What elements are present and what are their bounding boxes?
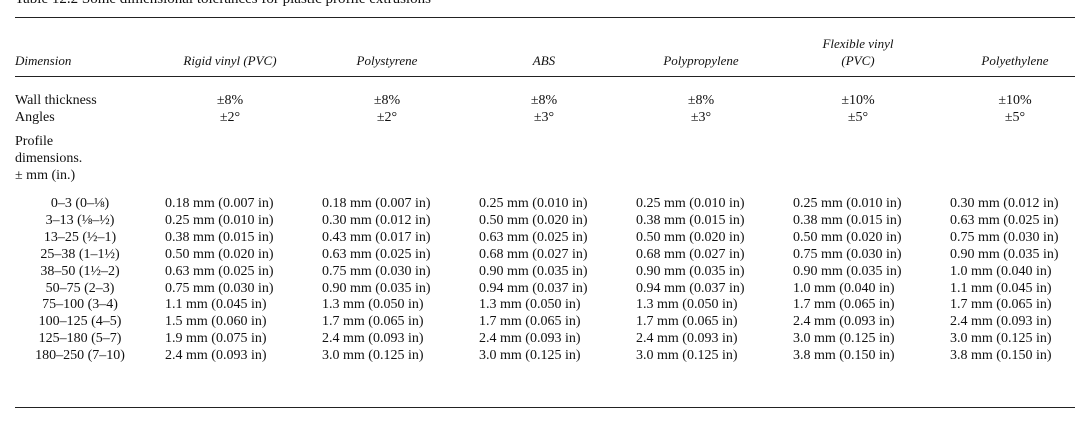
row-label: 3–13 (⅛–½) bbox=[45, 212, 115, 228]
table-cell: 3.8 mm (0.150 in) bbox=[793, 348, 895, 364]
row-label: 75–100 (3–4) bbox=[42, 297, 118, 313]
table-cell: 3.0 mm (0.125 in) bbox=[636, 348, 738, 364]
table-cell: 0.25 mm (0.010 in) bbox=[793, 196, 902, 211]
table-cell: ±10% bbox=[998, 93, 1032, 108]
table-cell: 0.50 mm (0.020 in) bbox=[479, 212, 588, 228]
table-cell: 0.38 mm (0.015 in) bbox=[165, 229, 274, 245]
header-cell: Polyethylene bbox=[981, 53, 1049, 68]
table-cell: 0.90 mm (0.035 in) bbox=[479, 263, 588, 279]
row-label: 25–38 (1–1½) bbox=[40, 246, 120, 262]
table-cell: 0.38 mm (0.015 in) bbox=[793, 212, 902, 228]
table-cell: 2.4 mm (0.093 in) bbox=[165, 348, 267, 364]
table-cell: 0.90 mm (0.035 in) bbox=[793, 263, 902, 279]
table-cell: 0.90 mm (0.035 in) bbox=[636, 263, 745, 279]
table-cell: 2.4 mm (0.093 in) bbox=[322, 331, 424, 347]
table-cell: 1.1 mm (0.045 in) bbox=[950, 280, 1052, 296]
table-cell: 1.9 mm (0.075 in) bbox=[165, 331, 267, 347]
table-cell: 0.43 mm (0.017 in) bbox=[322, 229, 431, 245]
table-cell: 0.50 mm (0.020 in) bbox=[165, 246, 274, 262]
bottom-rule bbox=[15, 407, 1075, 408]
table-cell: 1.3 mm (0.050 in) bbox=[322, 297, 424, 313]
table-cell: 3.8 mm (0.150 in) bbox=[950, 348, 1052, 364]
table-cell: 1.3 mm (0.050 in) bbox=[636, 297, 738, 313]
row-label: Wall thickness bbox=[15, 93, 97, 108]
row-label: 38–50 (1½–2) bbox=[40, 263, 120, 279]
header-cell: Polystyrene bbox=[356, 53, 418, 68]
table-cell: 0.94 mm (0.037 in) bbox=[479, 280, 588, 296]
header-cell: Dimension bbox=[15, 53, 72, 68]
table-cell: 1.7 mm (0.065 in) bbox=[793, 297, 895, 313]
table-cell: 3.0 mm (0.125 in) bbox=[793, 331, 895, 347]
table-cell: ±8% bbox=[687, 93, 715, 108]
table-cell: 0.30 mm (0.012 in) bbox=[950, 196, 1059, 211]
table-cell: 2.4 mm (0.093 in) bbox=[950, 314, 1052, 330]
table-cell: 0.25 mm (0.010 in) bbox=[479, 196, 588, 211]
table-cell: 3.0 mm (0.125 in) bbox=[322, 348, 424, 364]
table-cell: 0.50 mm (0.020 in) bbox=[793, 229, 902, 245]
table-cell: ±10% bbox=[841, 93, 875, 108]
section-label: Profile dimensions. ± mm (in.) bbox=[15, 134, 83, 183]
table-cell: 0.75 mm (0.030 in) bbox=[165, 280, 274, 296]
table-cell: 3.0 mm (0.125 in) bbox=[479, 348, 581, 364]
table-cell: 0.94 mm (0.037 in) bbox=[636, 280, 745, 296]
table-cell: 1.7 mm (0.065 in) bbox=[479, 314, 581, 330]
header-cell: Polypropylene bbox=[663, 53, 739, 68]
table-cell: 1.7 mm (0.065 in) bbox=[636, 314, 738, 330]
table-cell: 1.7 mm (0.065 in) bbox=[950, 297, 1052, 313]
table-cell: 1.5 mm (0.060 in) bbox=[165, 314, 267, 330]
table-cell: ±5° bbox=[1004, 110, 1026, 125]
header-cell: Flexible vinyl (PVC) bbox=[822, 36, 894, 68]
table-cell: 0.75 mm (0.030 in) bbox=[322, 263, 431, 279]
row-label: Angles bbox=[15, 110, 55, 125]
top-rule bbox=[15, 17, 1075, 18]
table-cell: 0.63 mm (0.025 in) bbox=[165, 263, 274, 279]
table-cell: 1.0 mm (0.040 in) bbox=[793, 280, 895, 296]
table-cell: 0.30 mm (0.012 in) bbox=[322, 212, 431, 228]
header-cell: ABS bbox=[532, 53, 556, 68]
header-cell: Rigid vinyl (PVC) bbox=[183, 53, 277, 68]
table-cell: ±2° bbox=[219, 110, 241, 125]
table-cell: 0.18 mm (0.007 in) bbox=[165, 196, 274, 211]
table-cell: ±2° bbox=[376, 110, 398, 125]
table-cell: 2.4 mm (0.093 in) bbox=[636, 331, 738, 347]
table-cell: 0.25 mm (0.010 in) bbox=[636, 196, 745, 211]
row-label: 180–250 (7–10) bbox=[35, 348, 125, 364]
table-cell: ±3° bbox=[533, 110, 555, 125]
table-cell: 0.68 mm (0.027 in) bbox=[636, 246, 745, 262]
table-cell: 0.18 mm (0.007 in) bbox=[322, 196, 431, 211]
table-cell: 0.50 mm (0.020 in) bbox=[636, 229, 745, 245]
header-rule bbox=[15, 76, 1075, 77]
table-cell: 0.63 mm (0.025 in) bbox=[950, 212, 1059, 228]
table-cell: 1.0 mm (0.040 in) bbox=[950, 263, 1052, 279]
table-cell: 0.38 mm (0.015 in) bbox=[636, 212, 745, 228]
table-cell: 1.1 mm (0.045 in) bbox=[165, 297, 267, 313]
row-label: 125–180 (5–7) bbox=[38, 331, 122, 347]
row-label: 13–25 (½–1) bbox=[43, 229, 117, 245]
table-cell: 0.25 mm (0.010 in) bbox=[165, 212, 274, 228]
table-cell: 0.68 mm (0.027 in) bbox=[479, 246, 588, 262]
table-title: Table 12.2 Some dimensional tolerances f… bbox=[15, 0, 431, 8]
table-cell: 0.75 mm (0.030 in) bbox=[950, 229, 1059, 245]
table-cell: 3.0 mm (0.125 in) bbox=[950, 331, 1052, 347]
table-cell: 2.4 mm (0.093 in) bbox=[479, 331, 581, 347]
table-cell: 0.90 mm (0.035 in) bbox=[322, 280, 431, 296]
table-cell: ±8% bbox=[530, 93, 558, 108]
table-cell: 1.7 mm (0.065 in) bbox=[322, 314, 424, 330]
table-cell: 0.90 mm (0.035 in) bbox=[950, 246, 1059, 262]
table-cell: ±8% bbox=[373, 93, 401, 108]
table-cell: ±3° bbox=[690, 110, 712, 125]
table-cell: 0.63 mm (0.025 in) bbox=[479, 229, 588, 245]
row-label: 0–3 (0–⅛) bbox=[50, 196, 110, 211]
row-label: 100–125 (4–5) bbox=[38, 314, 122, 330]
table-cell: 0.63 mm (0.025 in) bbox=[322, 246, 431, 262]
table-cell: 1.3 mm (0.050 in) bbox=[479, 297, 581, 313]
row-label: 50–75 (2–3) bbox=[45, 280, 115, 296]
table-cell: 2.4 mm (0.093 in) bbox=[793, 314, 895, 330]
table-cell: ±5° bbox=[847, 110, 869, 125]
table-cell: 0.75 mm (0.030 in) bbox=[793, 246, 902, 262]
table-cell: ±8% bbox=[216, 93, 244, 108]
